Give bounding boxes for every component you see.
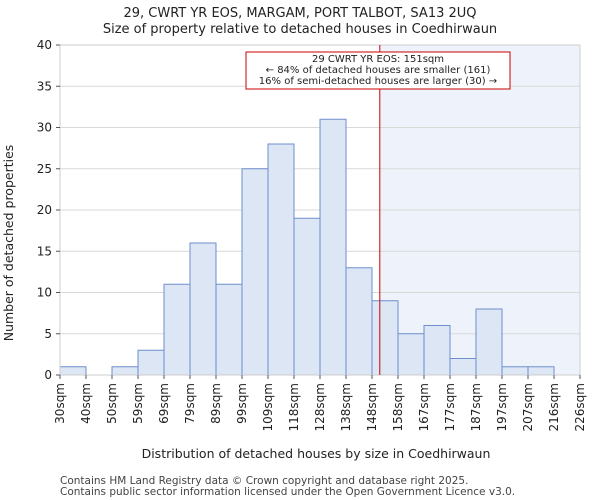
histogram-bar bbox=[449, 358, 477, 376]
histogram-bar bbox=[241, 168, 269, 376]
histogram-bar bbox=[319, 118, 347, 376]
x-tick-label: 177sqm bbox=[443, 383, 457, 431]
histogram-bar bbox=[501, 366, 529, 376]
histogram-bar bbox=[267, 143, 295, 376]
histogram-bar bbox=[527, 366, 555, 376]
x-tick-label: 197sqm bbox=[495, 383, 509, 431]
annotation-line-3: 16% of semi-detached houses are larger (… bbox=[259, 76, 497, 87]
y-tick-label: 20 bbox=[37, 203, 52, 217]
x-tick-label: 216sqm bbox=[547, 383, 561, 431]
histogram-bar bbox=[397, 333, 425, 376]
x-tick-label: 138sqm bbox=[339, 383, 353, 431]
x-tick-label: 89sqm bbox=[209, 383, 223, 424]
y-tick-label: 15 bbox=[37, 244, 52, 258]
y-tick-label: 10 bbox=[37, 286, 52, 300]
x-tick-label: 40sqm bbox=[79, 383, 93, 424]
x-tick-label: 59sqm bbox=[131, 383, 145, 424]
annotation-box bbox=[245, 51, 511, 90]
chart-subtitle: Size of property relative to detached ho… bbox=[103, 22, 497, 37]
histogram-bar bbox=[345, 267, 373, 376]
histogram-bar bbox=[475, 308, 503, 376]
annotation-line-1: 29 CWRT YR EOS: 151sqm bbox=[312, 54, 444, 65]
footer-licence: Contains public sector information licen… bbox=[60, 486, 515, 498]
histogram-bar bbox=[137, 349, 165, 376]
y-tick-label: 25 bbox=[37, 162, 52, 176]
x-tick-label: 158sqm bbox=[391, 383, 405, 431]
chart-title: 29, CWRT YR EOS, MARGAM, PORT TALBOT, SA… bbox=[123, 6, 476, 21]
x-tick-label: 167sqm bbox=[417, 383, 431, 431]
x-tick-label: 50sqm bbox=[105, 383, 119, 424]
x-tick-label: 148sqm bbox=[365, 383, 379, 431]
x-tick-label: 109sqm bbox=[261, 383, 275, 431]
y-axis-label: Number of detached properties bbox=[1, 145, 16, 342]
x-tick-label: 79sqm bbox=[183, 383, 197, 424]
footer-copyright: Contains HM Land Registry data © Crown c… bbox=[60, 475, 468, 487]
histogram-bar bbox=[59, 366, 87, 376]
x-tick-label: 118sqm bbox=[287, 383, 301, 431]
x-axis-label: Distribution of detached houses by size … bbox=[142, 446, 491, 461]
y-tick-label: 40 bbox=[37, 38, 52, 52]
x-tick-label: 187sqm bbox=[469, 383, 483, 431]
y-tick-label: 30 bbox=[37, 121, 52, 135]
histogram-bar bbox=[189, 242, 217, 376]
histogram-bar bbox=[111, 366, 139, 376]
histogram-bar bbox=[163, 283, 191, 376]
x-tick-label: 99sqm bbox=[235, 383, 249, 424]
x-tick-label: 207sqm bbox=[521, 383, 535, 431]
histogram-bar bbox=[371, 300, 399, 376]
histogram-bar bbox=[423, 325, 451, 376]
histogram-bar bbox=[215, 283, 243, 376]
histogram-bar bbox=[293, 217, 321, 376]
x-tick-label: 226sqm bbox=[573, 383, 587, 431]
x-tick-label: 30sqm bbox=[53, 383, 67, 424]
y-tick-label: 5 bbox=[44, 327, 52, 341]
y-tick-label: 35 bbox=[37, 79, 52, 93]
x-tick-label: 69sqm bbox=[157, 383, 171, 424]
x-tick-label: 128sqm bbox=[313, 383, 327, 431]
annotation-line-2: ← 84% of detached houses are smaller (16… bbox=[266, 65, 491, 76]
y-tick-label: 0 bbox=[44, 368, 52, 382]
